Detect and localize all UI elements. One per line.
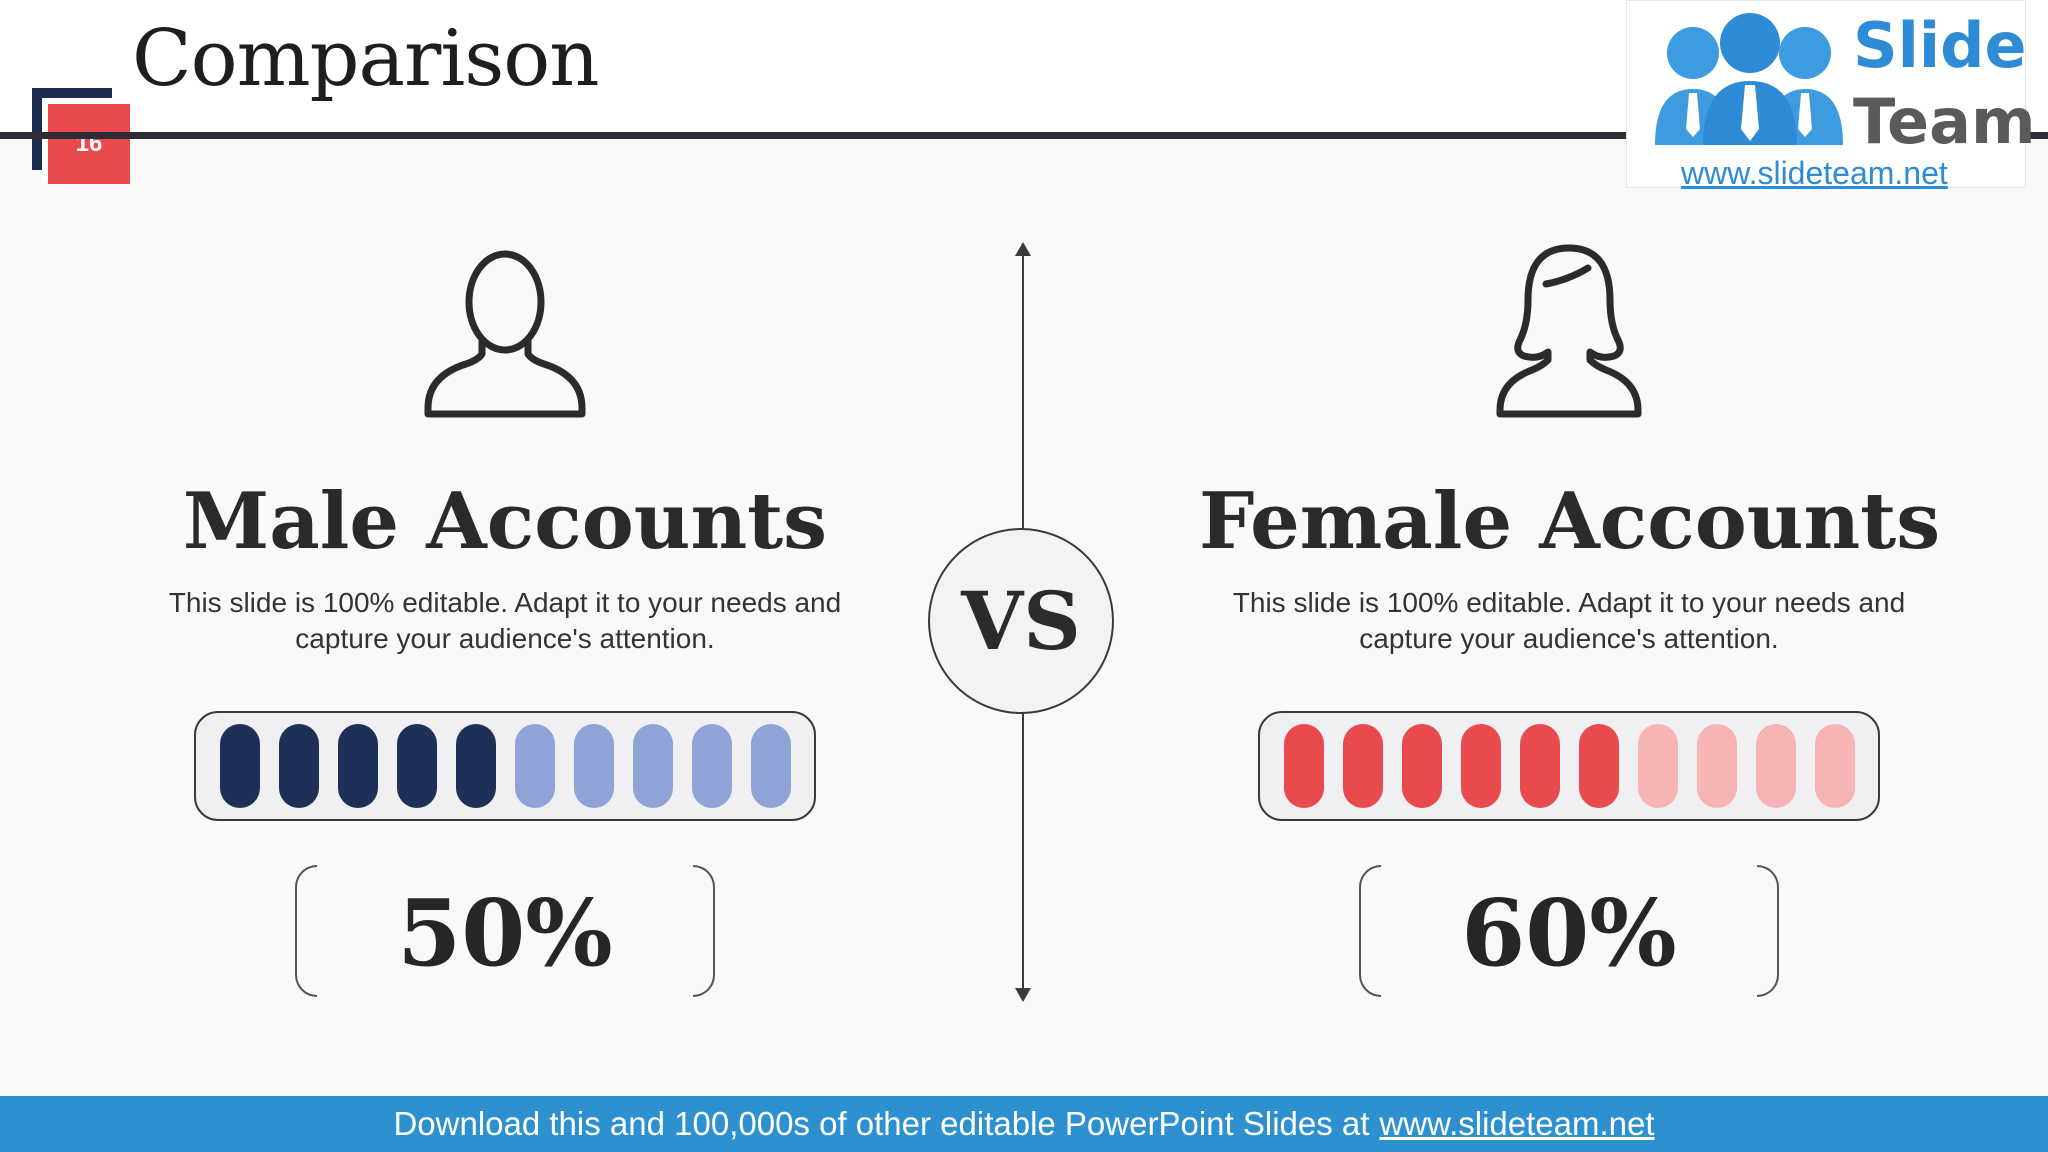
male-accounts-panel: Male Accounts This slide is 100% editabl… — [135, 240, 875, 997]
vs-badge: VS — [928, 528, 1114, 714]
download-footer-banner: Download this and 100,000s of other edit… — [0, 1096, 2048, 1152]
footer-link[interactable]: www.slideteam.net — [1379, 1105, 1655, 1142]
meter-segment-filled — [455, 724, 496, 808]
meter-segment-empty — [1814, 724, 1855, 808]
meter-segment-filled — [396, 724, 437, 808]
male-accounts-meter — [194, 711, 816, 821]
meter-segment-filled — [1342, 724, 1383, 808]
male-accounts-description: This slide is 100% editable. Adapt it to… — [168, 587, 842, 654]
meter-segment-empty — [1755, 724, 1796, 808]
male-user-icon — [424, 250, 586, 418]
header-divider — [0, 132, 2048, 139]
team-people-icon — [1655, 13, 1843, 145]
female-percent-value: 60% — [1461, 879, 1677, 987]
meter-segment-filled — [278, 724, 319, 808]
meter-segment-filled — [1578, 724, 1619, 808]
meter-segment-filled — [1401, 724, 1442, 808]
meter-segment-filled — [337, 724, 378, 808]
male-percent-value: 50% — [397, 879, 613, 987]
male-accounts-title: Male Accounts — [182, 476, 828, 567]
meter-segment-empty — [573, 724, 614, 808]
female-percent-box: 60% — [1359, 865, 1779, 997]
arrow-down-icon — [1015, 988, 1031, 1002]
arrow-up-icon — [1015, 242, 1031, 256]
slide-number-badge: 16 — [48, 104, 130, 184]
meter-segment-empty — [1637, 724, 1678, 808]
meter-segment-empty — [1696, 724, 1737, 808]
logo-url-link[interactable]: www.slideteam.net — [1681, 155, 1948, 191]
female-accounts-description: This slide is 100% editable. Adapt it to… — [1232, 587, 1906, 654]
footer-text: Download this and 100,000s of other edit… — [393, 1105, 1370, 1142]
female-accounts-meter — [1258, 711, 1880, 821]
logo-word-slide: Slide — [1853, 9, 2027, 82]
female-accounts-panel: Female Accounts This slide is 100% edita… — [1199, 240, 1941, 997]
meter-segment-empty — [514, 724, 555, 808]
meter-segment-filled — [1460, 724, 1501, 808]
logo-word-team: Team — [1853, 85, 2036, 158]
male-percent-box: 50% — [295, 865, 715, 997]
meter-segment-filled — [219, 724, 260, 808]
female-user-icon — [1496, 244, 1642, 418]
meter-segment-empty — [691, 724, 732, 808]
meter-segment-empty — [632, 724, 673, 808]
meter-segment-filled — [1519, 724, 1560, 808]
meter-segment-empty — [750, 724, 791, 808]
slideteam-logo[interactable]: Slide Team www.slideteam.net — [1626, 0, 2036, 191]
meter-segment-filled — [1283, 724, 1324, 808]
slide-title: Comparison — [132, 14, 599, 104]
female-accounts-title: Female Accounts — [1199, 476, 1941, 567]
